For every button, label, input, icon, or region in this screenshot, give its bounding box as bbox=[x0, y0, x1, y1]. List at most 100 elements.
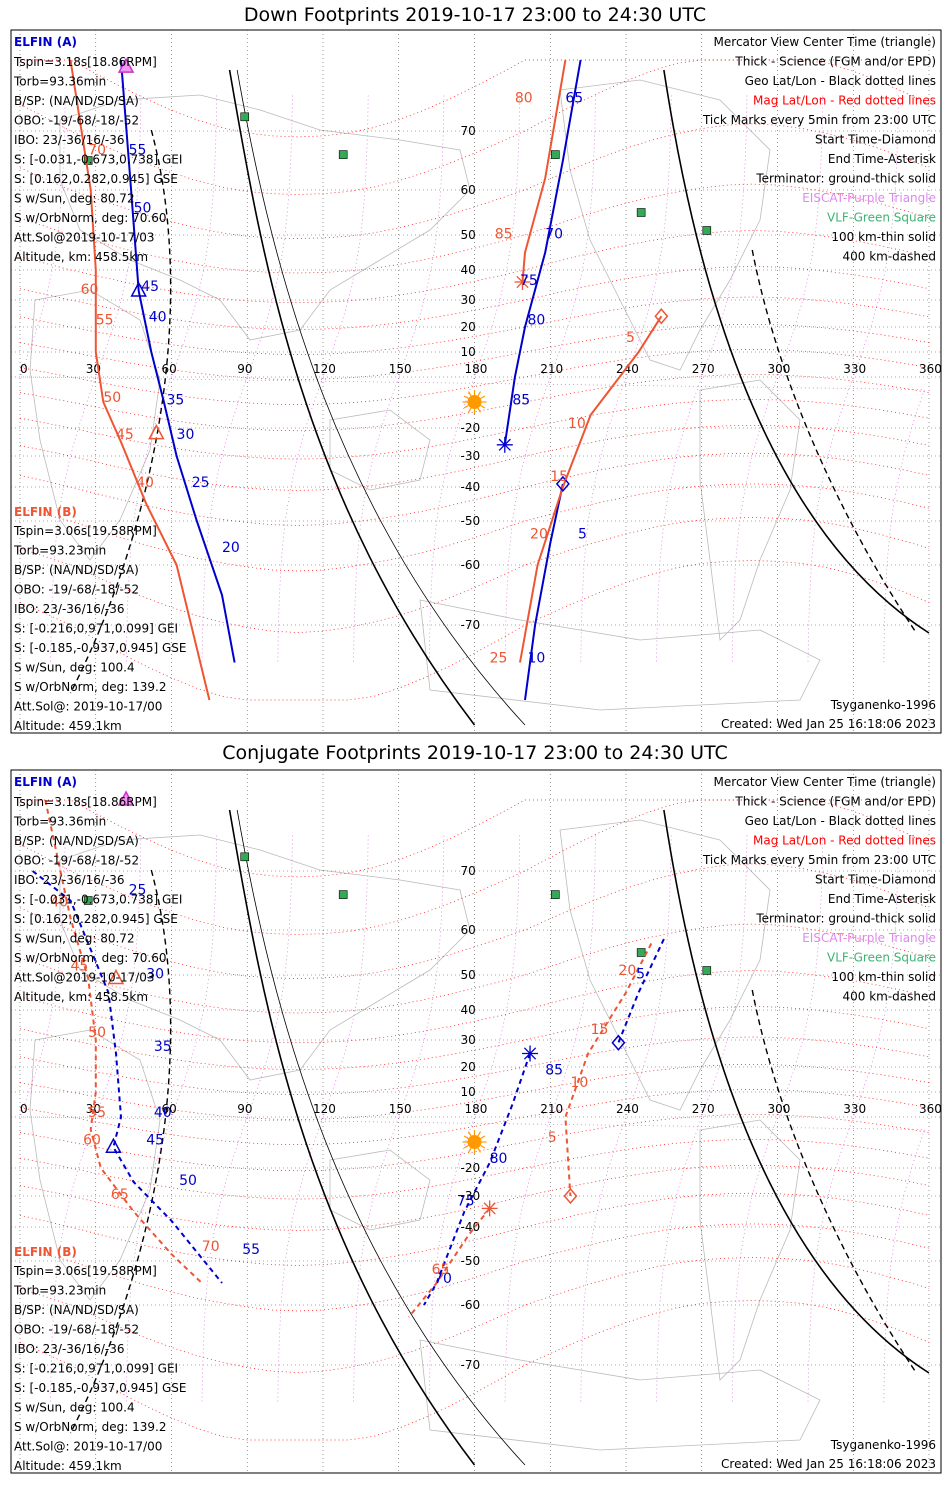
elfin-b-info-line: S w/Sun, deg: 100.4 bbox=[14, 1401, 135, 1415]
mag-parallel bbox=[19, 1089, 930, 1145]
mag-parallel bbox=[19, 970, 930, 1044]
model-name: Tsyganenko-1996 bbox=[830, 698, 936, 712]
mag-parallel bbox=[19, 349, 930, 405]
lon-tick-label: 210 bbox=[540, 362, 563, 376]
legend-entry: EISCAT-Purple Triangle bbox=[802, 191, 936, 205]
elfin-b-conj-west bbox=[44, 799, 203, 1284]
lat-tick-label: 70 bbox=[461, 124, 476, 138]
sun-ray bbox=[463, 1135, 469, 1140]
mag-parallel bbox=[19, 1036, 930, 1095]
terminator-100km bbox=[236, 809, 526, 1466]
sun-ray bbox=[477, 1131, 482, 1137]
elfin-a-minute-label: 45 bbox=[141, 279, 159, 295]
legend-entry: 400 km-dashed bbox=[842, 990, 936, 1004]
elfin-a-minute-label: 45 bbox=[146, 1133, 164, 1149]
elfin-a-minute-label: 50 bbox=[179, 1173, 197, 1189]
subsolar-sun-icon bbox=[462, 390, 487, 414]
down-footprints-title: Down Footprints 2019-10-17 23:00 to 24:3… bbox=[243, 4, 707, 26]
lon-tick-label: 120 bbox=[313, 362, 336, 376]
legend-entry: Mercator View Center Time (triangle) bbox=[714, 35, 936, 49]
elfin-b-end-asterisk bbox=[481, 1200, 498, 1217]
elfin-a-info-line: IBO: 23/-36/16/-36 bbox=[14, 133, 125, 147]
elfin-a-minute-label: 70 bbox=[545, 227, 563, 243]
legend-entry: Start Time-Diamond bbox=[815, 873, 936, 887]
lon-tick-label: 60 bbox=[162, 1102, 177, 1116]
down-footprints-map: 0 30 60 90 120 150 180 210 240 270 300 330 360 70 60 50… bbox=[10, 29, 942, 734]
elfin-b-track-pacific bbox=[519, 315, 663, 663]
elfin-b-info-line: OBO: -19/-68/-18/-52 bbox=[14, 1323, 139, 1337]
legend: Mercator View Center Time (triangle) Thic… bbox=[702, 775, 936, 1004]
elfin-b-info-line: S: [-0.216,0.971,0.099] GEI bbox=[14, 622, 178, 636]
elfin-b-end-asterisk bbox=[514, 274, 531, 290]
elfin-a-center-triangle bbox=[130, 281, 147, 297]
elfin-a-minute-label: 5 bbox=[578, 527, 587, 543]
elfin-a-track-south bbox=[524, 483, 564, 701]
elfin-a-info-line: Att.Sol@2019-10-17/03 bbox=[14, 971, 155, 985]
sun-disc bbox=[467, 395, 482, 409]
lat-tick-label: 10 bbox=[461, 1085, 476, 1099]
elfin-b-info-line: Att.Sol@: 2019-10-17/00 bbox=[14, 700, 162, 714]
terminator-ground-east bbox=[663, 69, 930, 634]
lat-tick-label: -30 bbox=[461, 1189, 481, 1203]
elfin-a-minute-label: 35 bbox=[154, 1039, 172, 1055]
legend-entry: Start Time-Diamond bbox=[815, 133, 936, 147]
track-minute-labels: 65 70 75 80 85 5 10 45 40 35 30 25 20 55 50 80 85 5 10 15 20… bbox=[81, 91, 635, 667]
lat-tick-label: 20 bbox=[461, 320, 476, 334]
vlf-stations bbox=[83, 112, 712, 235]
landmass-outline bbox=[419, 599, 821, 711]
lon-tick-label: 330 bbox=[843, 1102, 866, 1116]
elfin-b-minute-label: 40 bbox=[136, 475, 154, 491]
legend-entry: Thick - Science (FGM and/or EPD) bbox=[734, 795, 936, 809]
legend-entry: End Time-Asterisk bbox=[828, 892, 936, 906]
sun-ray bbox=[467, 1131, 472, 1137]
elfin-a-end-asterisk-stroke bbox=[523, 1047, 537, 1060]
elfin-b-minute-label: 20 bbox=[530, 527, 548, 543]
lat-tick-label: -20 bbox=[461, 1161, 481, 1175]
mag-meridian bbox=[428, 95, 521, 663]
elfin-b-minute-label: 15 bbox=[550, 469, 568, 485]
vlf-station-square bbox=[338, 150, 348, 159]
legend-entry: EISCAT-Purple Triangle bbox=[802, 931, 936, 945]
lon-tick-label: 150 bbox=[389, 1102, 412, 1116]
elfin-b-info: ELFIN (B) Tspin=3.06s[19.58RPM] Torb=93.23… bbox=[13, 505, 187, 733]
elfin-b-minute-label: 85 bbox=[495, 227, 513, 243]
elfin-b-info-line: S w/OrbNorm, deg: 139.2 bbox=[14, 680, 166, 694]
elfin-b-info-line: IBO: 23/-36/16/-36 bbox=[14, 602, 125, 616]
legend-entry: Mag Lat/Lon - Red dotted lines bbox=[753, 94, 936, 108]
elfin-a-minute-label: 25 bbox=[129, 883, 147, 899]
legend-entry: Tick Marks every 5min from 23:00 UTC bbox=[702, 113, 936, 127]
legend-entry: Mercator View Center Time (triangle) bbox=[714, 775, 936, 789]
elfin-a-info-line: S w/Sun, deg: 80.72 bbox=[14, 192, 135, 206]
mag-meridian bbox=[50, 95, 142, 663]
elfin-a-start-diamond bbox=[611, 1034, 626, 1051]
lat-tick-label: 10 bbox=[461, 345, 476, 359]
sun-ray bbox=[480, 1135, 486, 1140]
legend-entry: 400 km-dashed bbox=[842, 250, 936, 264]
lon-tick-label: 360 bbox=[919, 362, 942, 376]
vlf-station-square bbox=[240, 852, 250, 862]
elfin-a-minute-label: 65 bbox=[565, 91, 583, 107]
elfin-a-info-line: Torb=93.36min bbox=[13, 815, 106, 829]
lon-tick-label: 360 bbox=[919, 1102, 942, 1116]
vlf-station-square bbox=[550, 150, 560, 159]
legend-entry: Terminator: ground-thick solid bbox=[755, 172, 936, 186]
legend-entry: VLF-Green Square bbox=[827, 951, 936, 965]
elfin-b-info-line: S: [-0.185,-0.937,0.945] GSE bbox=[14, 641, 187, 655]
legend-entry: Mag Lat/Lon - Red dotted lines bbox=[753, 834, 936, 848]
vlf-station-square bbox=[83, 156, 93, 165]
vlf-station-square bbox=[83, 896, 93, 905]
legend-entry: 100 km-thin solid bbox=[831, 230, 936, 244]
legend-entry: Geo Lat/Lon - Black dotted lines bbox=[745, 814, 936, 828]
mag-meridian bbox=[656, 95, 748, 663]
mag-meridian bbox=[504, 95, 596, 663]
elfin-b-info-line: B/SP: (NA/ND/SD/SA) bbox=[14, 1303, 139, 1317]
lat-tick-label: -50 bbox=[461, 1254, 481, 1268]
elfin-b-end-asterisk-stroke bbox=[516, 275, 529, 289]
elfin-b-minute-label: 50 bbox=[88, 1025, 106, 1041]
elfin-b-minute-label: 45 bbox=[71, 959, 89, 975]
geo-grid bbox=[11, 770, 941, 1473]
elfin-b-info-line: Torb=93.23min bbox=[13, 1284, 106, 1298]
elfin-a-info-line: Torb=93.36min bbox=[13, 75, 106, 89]
elfin-b-minute-label: 20 bbox=[618, 963, 636, 979]
legend-entry: Tick Marks every 5min from 23:00 UTC bbox=[702, 853, 936, 867]
